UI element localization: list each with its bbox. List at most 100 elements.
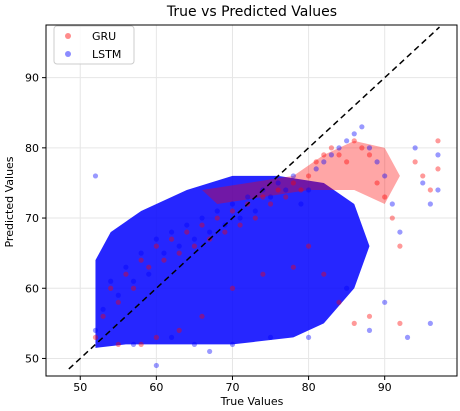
lstm-data-point xyxy=(267,194,274,200)
lstm-data-point xyxy=(207,348,213,355)
gru-data-point xyxy=(199,222,205,228)
lstm-data-point xyxy=(146,271,152,277)
gru-data-point xyxy=(108,285,114,291)
y-tick-label: 80 xyxy=(25,142,39,155)
gru-data-point xyxy=(229,208,236,214)
gru-data-point xyxy=(305,173,312,179)
gru-data-point xyxy=(123,271,129,277)
lstm-data-point xyxy=(199,215,205,221)
gru-data-point xyxy=(389,215,395,221)
lstm-data-point xyxy=(237,215,243,221)
legend-marker-lstm xyxy=(65,51,71,57)
legend-marker-gru xyxy=(65,33,71,39)
lstm-data-point xyxy=(267,334,274,340)
lstm-data-point xyxy=(344,285,350,291)
gru-data-point xyxy=(321,152,327,158)
gru-data-point xyxy=(191,243,198,249)
gru-data-point xyxy=(336,299,342,305)
tick-layer: 50 60 70 80 90 50 60 70 80 90 xyxy=(25,72,392,394)
lstm-data-point xyxy=(328,152,335,158)
gru-data-point xyxy=(397,243,403,249)
lstm-data-point xyxy=(397,229,403,235)
lstm-data-point xyxy=(153,236,159,242)
lstm-data-point xyxy=(108,278,114,284)
x-tick-label: 90 xyxy=(378,381,392,394)
gru-data-point xyxy=(275,187,281,193)
lstm-data-point xyxy=(153,362,159,369)
y-tick-label: 90 xyxy=(25,72,39,85)
gru-data-point xyxy=(328,145,335,151)
gru-data-point xyxy=(420,173,426,179)
gru-data-point xyxy=(298,187,304,193)
lstm-data-point xyxy=(344,138,350,144)
gru-data-point xyxy=(374,180,380,186)
gru-data-point xyxy=(382,194,388,200)
lstm-data-point xyxy=(382,299,388,305)
lstm-data-point xyxy=(351,131,357,137)
gru-data-point xyxy=(138,257,144,263)
x-tick-label: 80 xyxy=(302,381,316,394)
gru-data-point xyxy=(344,159,350,165)
lstm-data-point xyxy=(92,327,99,333)
gru-data-point xyxy=(229,285,236,291)
gru-data-point xyxy=(184,229,190,235)
gru-data-point xyxy=(168,236,175,242)
lstm-data-point xyxy=(427,320,433,326)
gru-data-point xyxy=(138,341,144,348)
gru-data-point xyxy=(252,215,258,221)
lstm-data-point xyxy=(427,201,433,207)
gru-data-point xyxy=(283,194,289,200)
gru-data-point xyxy=(115,299,121,305)
lstm-data-point xyxy=(130,341,137,348)
gru-data-point xyxy=(351,138,357,144)
lstm-data-point xyxy=(275,180,281,186)
lstm-data-point xyxy=(305,187,312,193)
gru-data-point xyxy=(427,187,433,193)
legend: GRU LSTM xyxy=(53,25,135,65)
lstm-data-point xyxy=(389,201,395,207)
chart-title: True vs Predicted Values xyxy=(166,4,337,20)
lstm-data-point xyxy=(305,334,312,340)
gru-data-point xyxy=(199,313,205,319)
lstm-data-point xyxy=(404,334,411,340)
lstm-data-point xyxy=(168,334,175,340)
gru-data-point xyxy=(351,320,357,326)
lstm-data-point xyxy=(191,236,198,242)
lstm-data-point xyxy=(252,208,258,214)
gru-data-point xyxy=(305,243,312,249)
gru-data-point xyxy=(115,341,121,348)
gru-data-point xyxy=(260,194,266,200)
x-axis-label: True Values xyxy=(220,395,284,408)
gru-data-point xyxy=(146,264,152,270)
x-tick-label: 50 xyxy=(73,381,87,394)
y-tick-label: 60 xyxy=(25,282,39,295)
lstm-data-point xyxy=(229,341,236,348)
gru-data-point xyxy=(366,152,373,158)
reference-line-layer xyxy=(68,26,441,370)
lstm-data-point xyxy=(229,201,236,207)
gru-data-point xyxy=(222,229,228,235)
lstm-data-point xyxy=(168,229,175,235)
gru-data-point xyxy=(92,334,99,340)
gru-data-point xyxy=(214,215,220,221)
lstm-data-point xyxy=(298,201,304,207)
lstm-data-point xyxy=(176,243,182,249)
lstm-data-point xyxy=(435,152,441,158)
lstm-data-point xyxy=(336,145,342,151)
gru-data-point xyxy=(290,180,296,186)
legend-label-gru: GRU xyxy=(92,30,116,43)
lstm-data-point xyxy=(359,124,365,130)
legend-box xyxy=(53,25,135,65)
gru-data-point xyxy=(435,138,441,144)
lstm-data-point xyxy=(115,292,121,298)
gru-data-point xyxy=(153,243,159,249)
lstm-data-point xyxy=(130,278,137,284)
lstm-data-point xyxy=(412,145,418,151)
lstm-data-point xyxy=(321,159,327,165)
legend-label-lstm: LSTM xyxy=(92,48,121,61)
lstm-data-point xyxy=(283,187,289,193)
lstm-data-point xyxy=(420,180,426,186)
gru-data-point xyxy=(290,264,296,270)
gru-data-point xyxy=(153,334,159,340)
